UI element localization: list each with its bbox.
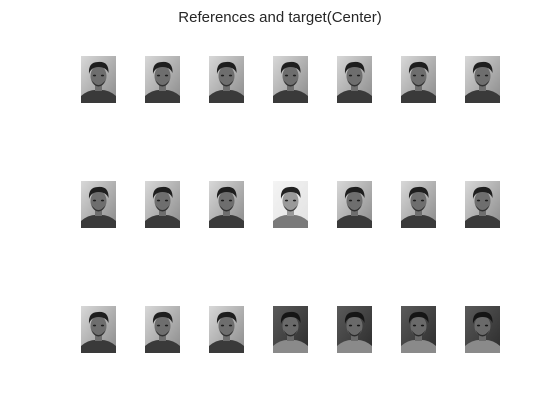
reference-face-image [81,181,116,228]
reference-face-image [81,56,116,103]
reference-face-image [145,181,180,228]
reference-face-image [401,306,436,353]
reference-face-image [465,56,500,103]
figure-title: References and target(Center) [178,9,382,26]
reference-face-image [273,306,308,353]
reference-face-image [209,181,244,228]
reference-face-image [81,306,116,353]
reference-face-image [145,56,180,103]
reference-face-image [465,306,500,353]
target-face-image [273,181,308,228]
reference-face-image [209,56,244,103]
reference-face-image [337,56,372,103]
reference-face-image [209,306,244,353]
reference-face-image [337,181,372,228]
reference-face-image [145,306,180,353]
reference-face-image [401,181,436,228]
reference-face-image [401,56,436,103]
reference-face-image [273,56,308,103]
reference-face-image [337,306,372,353]
reference-face-image [465,181,500,228]
